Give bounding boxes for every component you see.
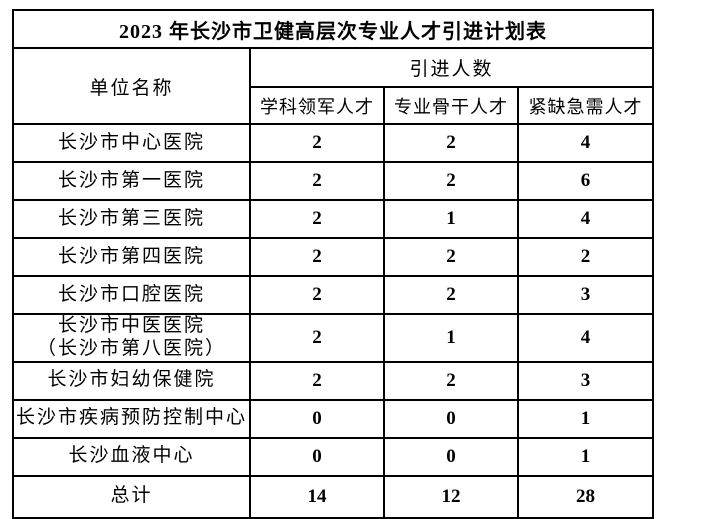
table-row: 长沙市第一医院 2 2 6 xyxy=(12,161,654,201)
unit-cell: 长沙市中心医院 xyxy=(12,123,251,163)
table-head-section: 2023 年长沙市卫健高层次专业人才引进计划表 单位名称 引进人数 学科领军人才… xyxy=(12,9,654,125)
table-row: 长沙市妇幼保健院 2 2 3 xyxy=(12,360,654,401)
subheader-urgent-talent: 紧缺急需人才 xyxy=(517,86,654,125)
value-cell: 4 xyxy=(517,313,654,363)
total-value-cell: 28 xyxy=(517,474,654,519)
value-cell: 2 xyxy=(249,199,385,239)
unit-cell: 长沙血液中心 xyxy=(12,436,251,477)
group-header-row: 单位名称 引进人数 xyxy=(12,47,654,125)
value-cell: 2 xyxy=(249,313,385,363)
value-cell: 6 xyxy=(517,161,654,201)
value-cell: 0 xyxy=(383,398,519,439)
value-cell: 1 xyxy=(517,436,654,477)
value-cell: 3 xyxy=(517,275,654,315)
value-cell: 2 xyxy=(383,123,519,163)
unit-cell: 长沙市口腔医院 xyxy=(12,275,251,315)
value-cell: 4 xyxy=(517,123,654,163)
table-title: 2023 年长沙市卫健高层次专业人才引进计划表 xyxy=(12,9,654,49)
value-cell: 0 xyxy=(249,398,385,439)
value-cell: 1 xyxy=(383,199,519,239)
value-cell: 0 xyxy=(383,436,519,477)
value-cell: 2 xyxy=(383,360,519,401)
value-cell: 0 xyxy=(249,436,385,477)
table-row: 长沙市中心医院 2 2 4 xyxy=(12,123,654,163)
total-label-cell: 总计 xyxy=(12,474,251,519)
value-cell: 2 xyxy=(249,237,385,277)
unit-cell: 长沙市疾病预防控制中心 xyxy=(12,398,251,439)
table-body: 长沙市中心医院 2 2 4 长沙市第一医院 2 2 6 长沙市第三医院 2 1 … xyxy=(12,123,654,477)
unit-cell: 长沙市中医医院 （长沙市第八医院） xyxy=(12,313,251,363)
value-cell: 1 xyxy=(383,313,519,363)
talent-plan-table: 2023 年长沙市卫健高层次专业人才引进计划表 单位名称 引进人数 学科领军人才… xyxy=(12,9,654,519)
table-row: 长沙血液中心 0 0 1 xyxy=(12,436,654,477)
total-value-cell: 12 xyxy=(383,474,519,519)
value-cell: 2 xyxy=(383,237,519,277)
value-cell: 2 xyxy=(383,161,519,201)
total-row: 总计 14 12 28 xyxy=(12,474,654,519)
value-cell: 2 xyxy=(249,360,385,401)
sub-header-row: 学科领军人才 专业骨干人才 紧缺急需人才 xyxy=(13,86,654,125)
intro-count-header: 引进人数 xyxy=(249,47,654,88)
subheader-backbone-talent: 专业骨干人才 xyxy=(383,86,519,125)
table-row: 长沙市口腔医院 2 2 3 xyxy=(12,275,654,315)
title-row: 2023 年长沙市卫健高层次专业人才引进计划表 xyxy=(12,9,654,49)
table-foot-section: 总计 14 12 28 xyxy=(12,474,654,519)
total-value-cell: 14 xyxy=(249,474,385,519)
unit-name-header: 单位名称 xyxy=(12,47,251,125)
value-cell: 1 xyxy=(517,398,654,439)
table-row: 长沙市中医医院 （长沙市第八医院） 2 1 4 xyxy=(12,313,654,363)
table-row: 长沙市第三医院 2 1 4 xyxy=(12,199,654,239)
value-cell: 2 xyxy=(383,275,519,315)
unit-cell: 长沙市第一医院 xyxy=(12,161,251,201)
subheader-leading-talent: 学科领军人才 xyxy=(249,86,385,125)
value-cell: 3 xyxy=(517,360,654,401)
value-cell: 2 xyxy=(249,275,385,315)
table-row: 长沙市第四医院 2 2 2 xyxy=(12,237,654,277)
table-row: 长沙市疾病预防控制中心 0 0 1 xyxy=(12,398,654,439)
unit-cell: 长沙市妇幼保健院 xyxy=(12,360,251,401)
unit-cell: 长沙市第四医院 xyxy=(12,237,251,277)
value-cell: 2 xyxy=(249,161,385,201)
value-cell: 2 xyxy=(249,123,385,163)
value-cell: 2 xyxy=(517,237,654,277)
value-cell: 4 xyxy=(517,199,654,239)
unit-cell: 长沙市第三医院 xyxy=(12,199,251,239)
